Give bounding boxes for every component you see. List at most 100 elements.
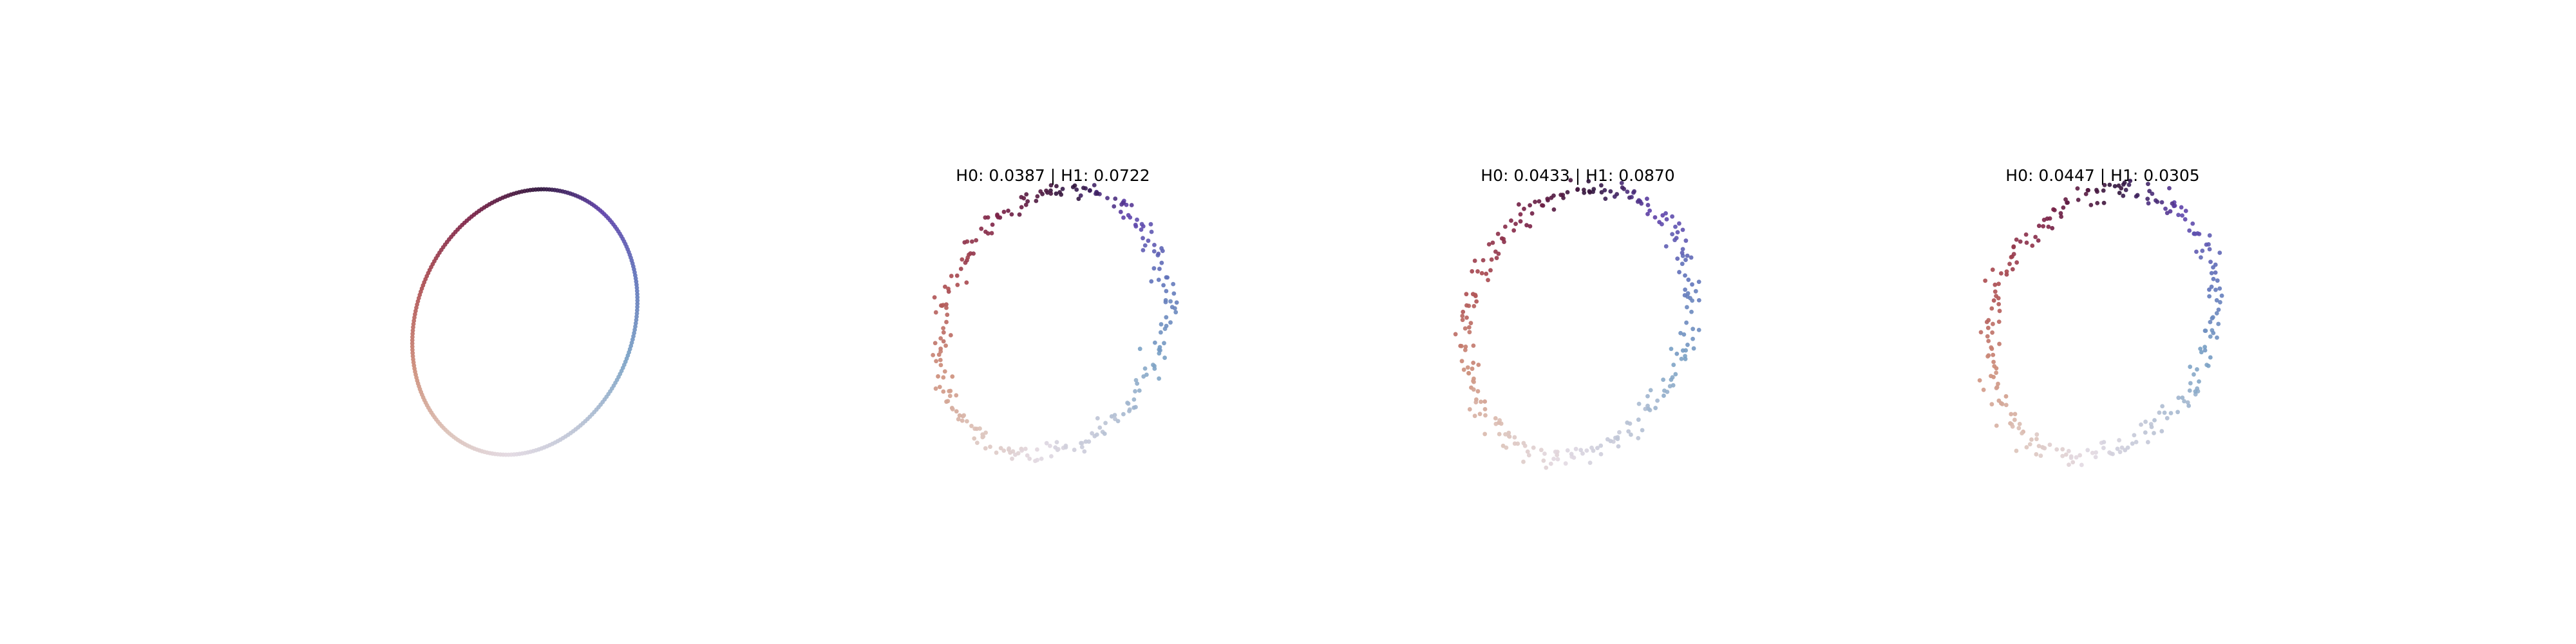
scatter-point [2047, 216, 2052, 221]
scatter-point [2034, 437, 2039, 442]
scatter-point [2047, 442, 2052, 447]
scatter-point [1142, 243, 1148, 248]
scatter-point [1472, 303, 1477, 308]
scatter-point [1459, 359, 1464, 364]
scatter-point [1009, 212, 1014, 217]
scatter-point [1619, 180, 1624, 185]
scatter-point [1674, 236, 1679, 241]
scatter-point [410, 337, 415, 343]
scatter-point [1996, 301, 2002, 307]
scatter-point [1483, 413, 1488, 418]
scatter-point [983, 446, 988, 451]
scatter-point [634, 308, 639, 313]
scatter-point [1472, 258, 1477, 263]
scatter-point [998, 446, 1003, 451]
scatter-point [1690, 282, 1694, 287]
scatter-point [1477, 412, 1482, 417]
scatter-point [1684, 320, 1689, 325]
scatter-point [1683, 273, 1687, 278]
scatter-point [1464, 292, 1469, 297]
scatter-point [1153, 340, 1157, 345]
scatter-point [1565, 190, 1570, 194]
scatter-point [1078, 193, 1083, 198]
scatter-point [1685, 253, 1690, 258]
scatter-point [1459, 343, 1464, 348]
scatter-point [1528, 223, 1533, 229]
scatter-point [1620, 185, 1625, 190]
scatter-point [1463, 326, 1468, 331]
scatter-point [1533, 200, 1537, 204]
scatter-point [2145, 196, 2150, 202]
scatter-point [1989, 374, 1993, 379]
scatter-point [1617, 430, 1622, 435]
scatter-point [1690, 336, 1695, 341]
scatter-point [634, 314, 639, 319]
scatter-point [2117, 191, 2122, 195]
scatter-point [1494, 256, 1499, 260]
scatter-point [2186, 403, 2192, 408]
scatter-point [1674, 352, 1680, 356]
scatter-point [2023, 232, 2029, 237]
scatter-point [1662, 388, 1667, 393]
scatter-point [1103, 421, 1108, 426]
scatter-point [1164, 323, 1169, 328]
scatter-point [1488, 268, 1493, 273]
scatter-point [1587, 189, 1592, 194]
scatter-point [633, 321, 638, 326]
scatter-point [1025, 453, 1030, 458]
scatter-point [1461, 367, 1466, 372]
scatter-point [1603, 196, 1608, 202]
scatter-point [1675, 256, 1680, 261]
scatter-point [2004, 269, 2009, 274]
scatter-point [1991, 352, 1996, 357]
scatter-point [2009, 254, 2014, 260]
scatter-point [936, 374, 940, 379]
scatter-point [1095, 191, 1100, 196]
scatter-point [1168, 299, 1173, 304]
scatter-point [1137, 388, 1142, 393]
scatter-point [938, 336, 943, 341]
scatter-point [2061, 205, 2066, 210]
scatter-point [1555, 457, 1560, 462]
scatter-point [1161, 283, 1166, 288]
scatter-point [949, 274, 954, 278]
scatter-point [1696, 298, 1701, 303]
scatter-point [1119, 202, 1124, 207]
scatter-point [1524, 223, 1529, 228]
scatter-point [1109, 414, 1114, 419]
scatter-point [2182, 399, 2186, 404]
scatter-point [1599, 190, 1604, 194]
scatter-point [2075, 186, 2080, 191]
scatter-point [1598, 451, 1604, 457]
scatter-point [2063, 197, 2068, 202]
scatter-point [2034, 432, 2040, 437]
scatter-point [1608, 189, 1613, 194]
scatter-point [2134, 440, 2139, 444]
scatter-point [2119, 445, 2125, 450]
scatter-point [1689, 255, 1694, 260]
scatter-point [1997, 341, 2002, 346]
scatter-point [954, 393, 959, 398]
scatter-point [1453, 332, 1458, 337]
scatter-point [1686, 278, 1691, 282]
scatter-point [1994, 386, 1999, 391]
scatter-point [1158, 348, 1162, 353]
scatter-point [2079, 462, 2084, 468]
scatter-point [1580, 451, 1585, 456]
scatter-point [981, 434, 986, 439]
scatter-point [1678, 330, 1683, 336]
scatter-point [1497, 431, 1502, 437]
scatter-point [2038, 453, 2043, 459]
scatter-point [635, 305, 639, 310]
scatter-point [1486, 242, 1492, 247]
scatter-point [634, 289, 639, 294]
scatter-point [1164, 289, 1169, 294]
scatter-point [1985, 325, 1991, 330]
scatter-point [1151, 249, 1157, 254]
scatter-point [1563, 461, 1568, 466]
scatter-point [1162, 355, 1167, 360]
scatter-point [2150, 191, 2155, 196]
scatter-point [1676, 221, 1681, 226]
scatter-point [2036, 444, 2041, 449]
